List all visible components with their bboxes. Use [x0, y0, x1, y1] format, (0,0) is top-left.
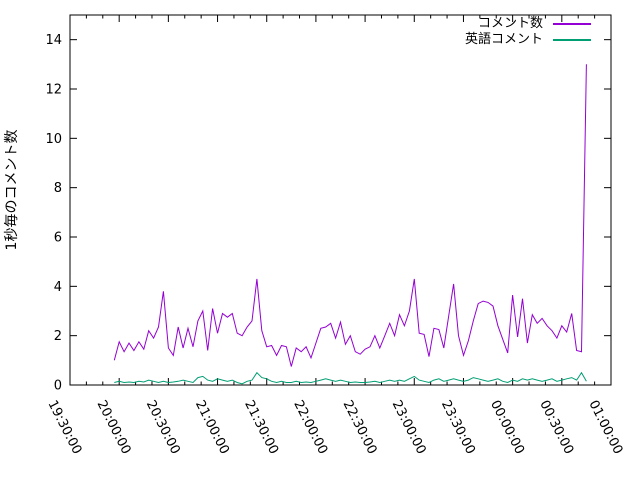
x-tick-label: 22:00:00	[290, 398, 330, 457]
legend-label-comment-count: コメント数	[477, 16, 543, 31]
series-line-comment-count	[113, 64, 587, 367]
legend-line-sample-green	[553, 38, 591, 41]
y-tick-label: 8	[54, 181, 62, 196]
x-tick-label: 20:30:00	[143, 398, 183, 457]
y-tick-label: 12	[45, 83, 62, 98]
legend-entry-english-comments: 英語コメント	[465, 33, 591, 46]
series-line-english-comments	[114, 371, 587, 385]
x-tick-label: 23:30:00	[438, 398, 478, 457]
legend-label-english-comments: 英語コメント	[464, 32, 543, 47]
y-tick-label: 4	[54, 280, 62, 295]
legend: コメント数 英語コメント	[465, 17, 591, 46]
y-tick-label: 0	[54, 379, 62, 394]
x-tick-label: 00:00:00	[487, 398, 527, 457]
legend-entry-comment-count: コメント数	[478, 17, 591, 30]
x-tick-label: 20:00:00	[94, 398, 134, 457]
y-tick-label: 2	[54, 329, 62, 344]
y-tick-label: 14	[45, 33, 62, 48]
x-tick-label: 21:30:00	[241, 398, 281, 457]
plot-border	[69, 14, 612, 386]
x-tick-label: 00:30:00	[536, 398, 576, 457]
x-tick-label: 21:00:00	[192, 398, 232, 457]
y-axis-title: 1秒毎のコメント数	[4, 129, 20, 251]
x-tick-label: 23:00:00	[389, 398, 429, 457]
legend-line-sample-purple	[553, 22, 591, 25]
y-tick-label: 10	[45, 132, 62, 147]
x-tick-label: 19:30:00	[44, 398, 84, 457]
x-tick-label: 01:00:00	[585, 398, 625, 457]
x-tick-label: 22:30:00	[340, 398, 380, 457]
y-tick-label: 6	[54, 231, 62, 246]
